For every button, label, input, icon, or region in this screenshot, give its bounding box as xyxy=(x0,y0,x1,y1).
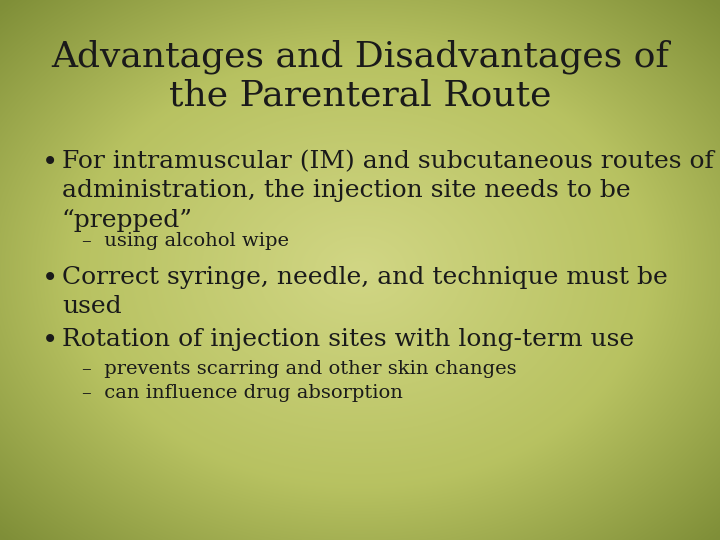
Text: Advantages and Disadvantages of: Advantages and Disadvantages of xyxy=(51,40,669,75)
Text: –  using alcohol wipe: – using alcohol wipe xyxy=(82,232,289,250)
Text: Rotation of injection sites with long-term use: Rotation of injection sites with long-te… xyxy=(62,328,634,351)
Text: –  can influence drug absorption: – can influence drug absorption xyxy=(82,384,403,402)
Text: –  prevents scarring and other skin changes: – prevents scarring and other skin chang… xyxy=(82,360,517,378)
Text: the Parenteral Route: the Parenteral Route xyxy=(168,78,552,112)
Text: For intramuscular (IM) and subcutaneous routes of
administration, the injection : For intramuscular (IM) and subcutaneous … xyxy=(62,150,714,232)
Text: Correct syringe, needle, and technique must be
used: Correct syringe, needle, and technique m… xyxy=(62,266,667,318)
Text: •: • xyxy=(42,328,58,355)
Text: •: • xyxy=(42,266,58,293)
Text: •: • xyxy=(42,150,58,177)
